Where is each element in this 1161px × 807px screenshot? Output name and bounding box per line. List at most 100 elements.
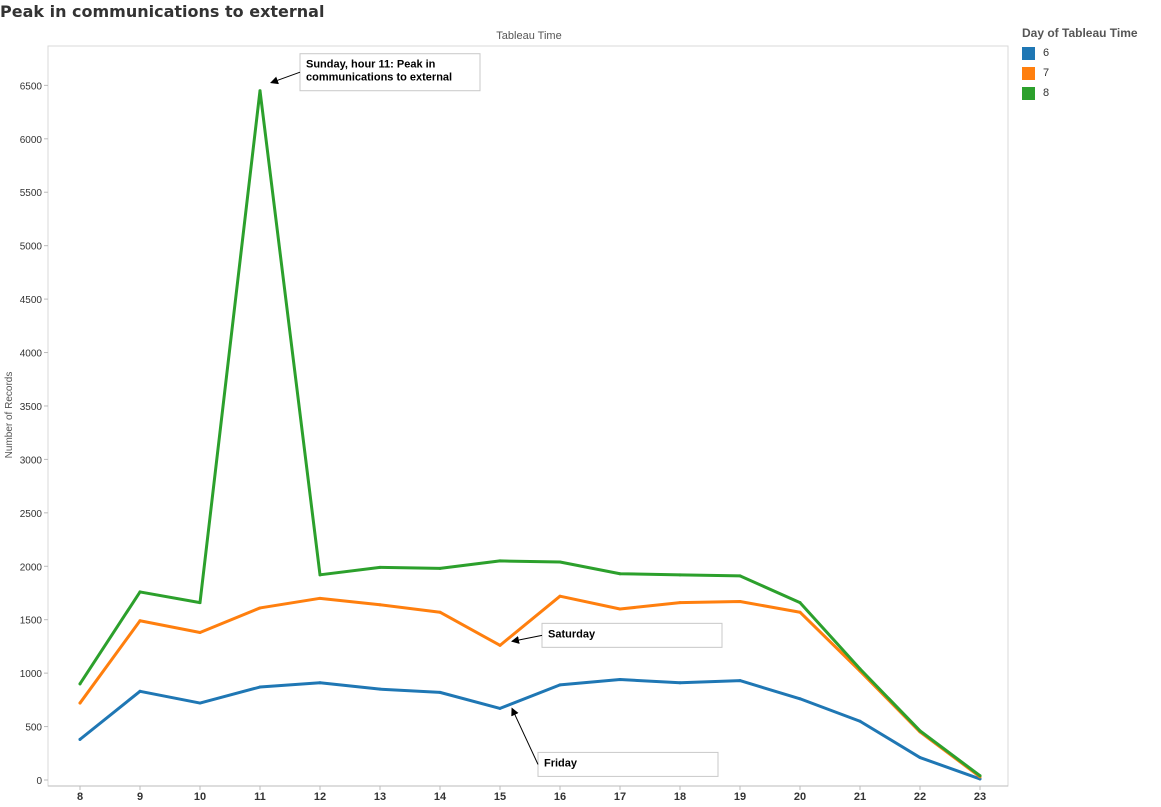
data-point-8 (138, 590, 142, 594)
y-tick-label: 4500 (20, 295, 43, 306)
annotation-label: Friday (544, 757, 578, 769)
data-point-6 (498, 706, 502, 710)
line-chart: Tableau Time Number of Records 0 500 1000 1… (4, 30, 1009, 803)
x-tick-label: 12 (314, 791, 326, 803)
data-point-8 (258, 89, 262, 93)
data-point-7 (78, 701, 82, 705)
x-tick-label: 15 (494, 791, 506, 803)
annotation-label: Sunday, hour 11: Peak in communications t… (306, 59, 452, 84)
data-point-8 (858, 667, 862, 671)
annotation-box (537, 751, 719, 777)
data-point-7 (618, 607, 622, 611)
data-point-6 (78, 737, 82, 741)
data-point-6 (558, 683, 562, 687)
data-point-6 (198, 701, 202, 705)
x-tick-label: 17 (614, 791, 626, 803)
legend-label: 8 (1043, 87, 1050, 99)
data-point-7 (138, 619, 142, 623)
data-point-8 (918, 729, 922, 733)
data-point-6 (258, 685, 262, 689)
data-point-6 (858, 719, 862, 723)
data-point-7 (318, 596, 322, 600)
y-tick-label: 2000 (20, 562, 43, 573)
y-tick-label: 3500 (20, 402, 43, 413)
x-tick-label: 8 (77, 791, 83, 803)
data-point-6 (438, 690, 442, 694)
y-tick-label: 500 (25, 723, 42, 734)
annotation-box (541, 622, 723, 648)
y-tick-label: 5000 (20, 242, 43, 253)
series-lines (78, 89, 982, 781)
x-tick-label: 14 (434, 791, 447, 803)
data-point-8 (318, 573, 322, 577)
data-point-7 (678, 601, 682, 605)
data-point-7 (258, 606, 262, 610)
data-point-8 (678, 573, 682, 577)
series-line-8 (78, 89, 982, 778)
data-point-8 (438, 566, 442, 570)
data-point-6 (318, 681, 322, 685)
y-tick-label: 2500 (20, 509, 43, 520)
annotations: Sunday, hour 11: Peak in communications t… (270, 53, 723, 777)
annotation-box (299, 53, 481, 92)
data-point-8 (198, 601, 202, 605)
legend-item-6[interactable]: 6 (1022, 43, 1138, 63)
x-tick-label: 20 (794, 791, 806, 803)
data-point-8 (378, 565, 382, 569)
y-tick-label: 6000 (20, 135, 43, 146)
data-point-7 (378, 603, 382, 607)
x-tick-label: 23 (974, 791, 986, 803)
legend-swatch (1022, 86, 1035, 100)
y-tick-label: 1000 (20, 669, 43, 680)
data-point-7 (558, 594, 562, 598)
x-axis-title: Tableau Time (496, 30, 561, 42)
data-point-7 (498, 643, 502, 647)
legend-item-8[interactable]: 8 (1022, 83, 1138, 103)
data-point-8 (618, 572, 622, 576)
legend-swatch (1022, 46, 1035, 60)
x-tick-label: 22 (914, 791, 926, 803)
data-point-6 (978, 777, 982, 781)
legend-swatch (1022, 66, 1035, 80)
x-tick-label: 10 (194, 791, 206, 803)
annotation-label: Saturday (548, 628, 596, 640)
x-tick-label: 19 (734, 791, 746, 803)
x-tick-label: 9 (137, 791, 143, 803)
legend-label: 7 (1043, 67, 1050, 79)
data-point-6 (138, 689, 142, 693)
data-point-8 (798, 601, 802, 605)
x-axis: 8 9 10 11 12 13 14 15 16 17 18 19 20 21 22 23 (48, 785, 1008, 803)
data-point-7 (198, 631, 202, 635)
data-point-8 (558, 560, 562, 564)
y-tick-label: 1500 (20, 616, 43, 627)
chart-title: Peak in communications to external (0, 2, 325, 21)
data-point-7 (438, 610, 442, 614)
data-point-8 (78, 682, 82, 686)
legend: Day of Tableau Time 6 7 8 (1022, 26, 1138, 103)
data-point-8 (498, 559, 502, 563)
legend-label: 6 (1043, 47, 1050, 59)
series-line-6 (78, 678, 982, 781)
data-point-6 (918, 756, 922, 760)
annotation-arrow (270, 71, 301, 85)
x-tick-label: 21 (854, 791, 866, 803)
x-tick-label: 18 (674, 791, 686, 803)
y-tick-label: 0 (36, 776, 42, 787)
x-tick-label: 11 (254, 791, 266, 803)
series-line-7 (78, 594, 982, 779)
data-point-6 (678, 681, 682, 685)
y-tick-label: 5500 (20, 188, 43, 199)
annotation-arrow (511, 634, 543, 644)
data-point-6 (378, 687, 382, 691)
y-axis-title: Number of Records (4, 372, 15, 459)
y-tick-label: 4000 (20, 349, 43, 360)
data-point-6 (618, 678, 622, 682)
legend-title: Day of Tableau Time (1022, 26, 1138, 40)
data-point-6 (798, 697, 802, 701)
data-point-8 (738, 574, 742, 578)
y-axis: 0 500 1000 1500 2000 2500 3000 3500 4000 4500 5000… (20, 81, 48, 787)
data-point-7 (798, 610, 802, 614)
data-point-7 (738, 600, 742, 604)
data-point-6 (738, 679, 742, 683)
legend-item-7[interactable]: 7 (1022, 63, 1138, 83)
